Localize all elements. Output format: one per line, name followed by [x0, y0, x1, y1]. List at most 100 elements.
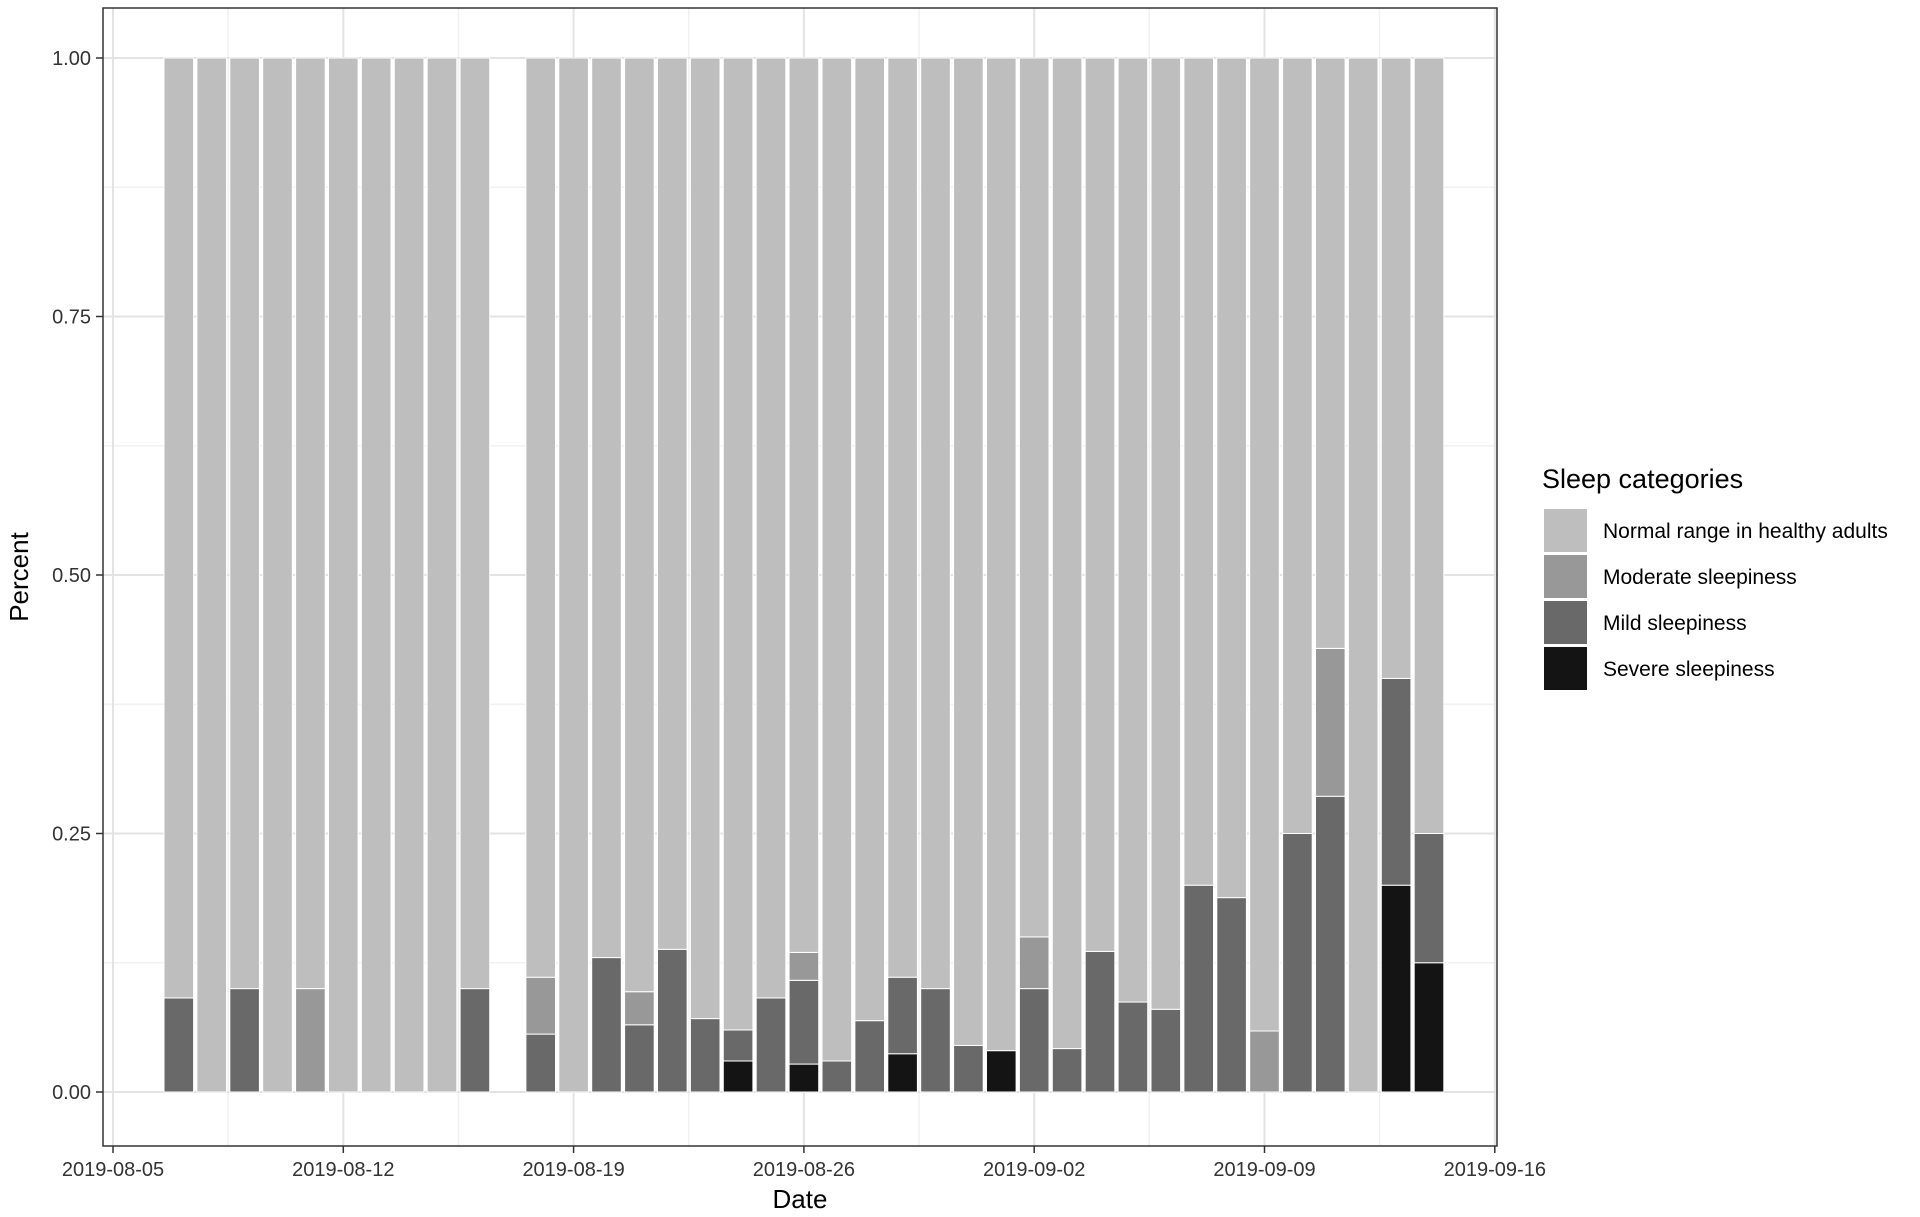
bar-segment-normal — [755, 57, 787, 999]
panel-border — [102, 7, 1498, 1147]
bar-segment-normal — [656, 57, 688, 950]
bar-segment-mild — [887, 976, 918, 1055]
bar-segment-severe — [985, 1050, 1017, 1093]
bar-segment-normal — [624, 57, 655, 993]
bar-segment-normal — [196, 57, 228, 1093]
legend: Sleep categories Normal range in healthy… — [1542, 464, 1888, 690]
legend-label: Severe sleepiness — [1603, 658, 1775, 681]
bar-segment-normal — [1380, 57, 1412, 679]
bar-segment-mild — [591, 957, 622, 1093]
x-tick-label: 2019-08-05 — [62, 1159, 164, 1181]
bar-segment-mild — [656, 948, 688, 1093]
x-tick-label: 2019-08-19 — [522, 1159, 624, 1181]
bar-segment-normal — [1018, 57, 1050, 938]
bar-segment-normal — [788, 57, 820, 953]
bar-segment-normal — [459, 57, 491, 990]
bar-segment-mild — [163, 997, 195, 1093]
bar-segment-mild — [624, 1024, 655, 1093]
bar-segment-normal — [722, 57, 754, 1031]
bar-segment-moderate — [295, 988, 326, 1093]
bar-segment-normal — [1413, 57, 1445, 834]
legend-label: Mild sleepiness — [1603, 612, 1747, 635]
x-tick-label: 2019-09-02 — [983, 1159, 1085, 1181]
bar-segment-normal — [295, 57, 326, 990]
bar-segment-normal — [393, 57, 425, 1093]
bar-segment-normal — [426, 57, 458, 1093]
bar-segment-normal — [262, 57, 293, 1093]
bar-segment-normal — [887, 57, 918, 978]
bar-segment-mild — [722, 1029, 754, 1062]
legend-title: Sleep categories — [1542, 464, 1743, 494]
x-axis: 2019-08-05 2019-08-12 2019-08-19 2019-08-26… — [62, 1146, 1546, 1181]
bar-segment-normal — [360, 57, 392, 1093]
bar-segment-normal — [1282, 57, 1313, 834]
bar-segment-mild — [1018, 988, 1050, 1093]
bar-segment-mild — [459, 988, 491, 1093]
bar-segment-severe — [1413, 962, 1445, 1093]
bar-segment-normal — [1249, 57, 1280, 1032]
bar-segment-moderate — [624, 991, 655, 1026]
bar-segment-moderate — [1249, 1030, 1280, 1093]
bar-segment-mild — [755, 997, 787, 1093]
bar-segment-mild — [920, 988, 951, 1093]
x-tick-label: 2019-08-26 — [753, 1159, 855, 1181]
bar-segment-normal — [1216, 57, 1247, 899]
bar-segment-mild — [1084, 950, 1116, 1093]
bar-segment-mild — [788, 979, 820, 1065]
legend-key — [1544, 555, 1587, 598]
bar-segment-normal — [229, 57, 260, 990]
bar-segment-normal — [591, 57, 622, 959]
legend-key — [1544, 601, 1587, 644]
legend-key — [1544, 647, 1587, 690]
bar-segment-normal — [163, 57, 195, 999]
y-axis-title: Percent — [4, 531, 34, 621]
bar-segment-normal — [1183, 57, 1215, 886]
bar-segment-normal — [1117, 57, 1149, 1003]
y-tick-label: 0.25 — [52, 824, 91, 846]
legend-key — [1544, 509, 1587, 552]
bar-segment-mild — [689, 1018, 721, 1093]
bar-segment-normal — [821, 57, 853, 1062]
bar-segment-moderate — [1018, 936, 1050, 990]
bar-segment-mild — [229, 988, 260, 1093]
bar-segment-mild — [1314, 795, 1346, 1093]
bar-segment-severe — [722, 1060, 754, 1093]
bar-segment-mild — [821, 1060, 853, 1093]
x-tick-label: 2019-09-16 — [1444, 1159, 1546, 1181]
bar-segment-mild — [1183, 884, 1215, 1093]
bar-segment-normal — [985, 57, 1017, 1052]
bar-segment-normal — [953, 57, 984, 1046]
legend-label: Moderate sleepiness — [1603, 566, 1797, 589]
y-axis: 0.00 0.25 0.50 0.75 1.00 — [52, 48, 103, 1104]
bar-segment-mild — [525, 1033, 557, 1093]
bar-segment-mild — [1413, 833, 1445, 964]
bar-segment-normal — [327, 57, 359, 1093]
bar-segment-severe — [887, 1053, 918, 1093]
bars-layer — [163, 57, 1445, 1093]
legend-label: Normal range in healthy adults — [1603, 520, 1888, 543]
bar-segment-normal — [920, 57, 951, 990]
bar-segment-normal — [1347, 57, 1379, 1093]
bar-segment-mild — [1380, 677, 1412, 886]
bar-segment-mild — [1150, 1008, 1182, 1093]
bar-segment-normal — [525, 57, 557, 978]
bar-segment-mild — [1216, 897, 1247, 1093]
bar-segment-mild — [1117, 1001, 1149, 1093]
bar-segment-moderate — [525, 976, 557, 1035]
bar-segment-normal — [1051, 57, 1083, 1050]
bar-segment-severe — [788, 1063, 820, 1093]
bar-segment-severe — [1380, 884, 1412, 1093]
x-tick-label: 2019-09-09 — [1213, 1159, 1315, 1181]
y-tick-label: 0.00 — [52, 1082, 91, 1104]
bar-segment-mild — [854, 1020, 886, 1093]
bar-segment-normal — [558, 57, 589, 1093]
bar-segment-normal — [689, 57, 721, 1020]
bar-segment-normal — [1150, 57, 1182, 1010]
bar-segment-mild — [1282, 833, 1313, 1093]
y-tick-label: 1.00 — [52, 48, 91, 70]
y-tick-label: 0.75 — [52, 307, 91, 329]
bar-segment-normal — [1084, 57, 1116, 952]
bar-segment-moderate — [788, 951, 820, 981]
y-tick-label: 0.50 — [52, 565, 91, 587]
